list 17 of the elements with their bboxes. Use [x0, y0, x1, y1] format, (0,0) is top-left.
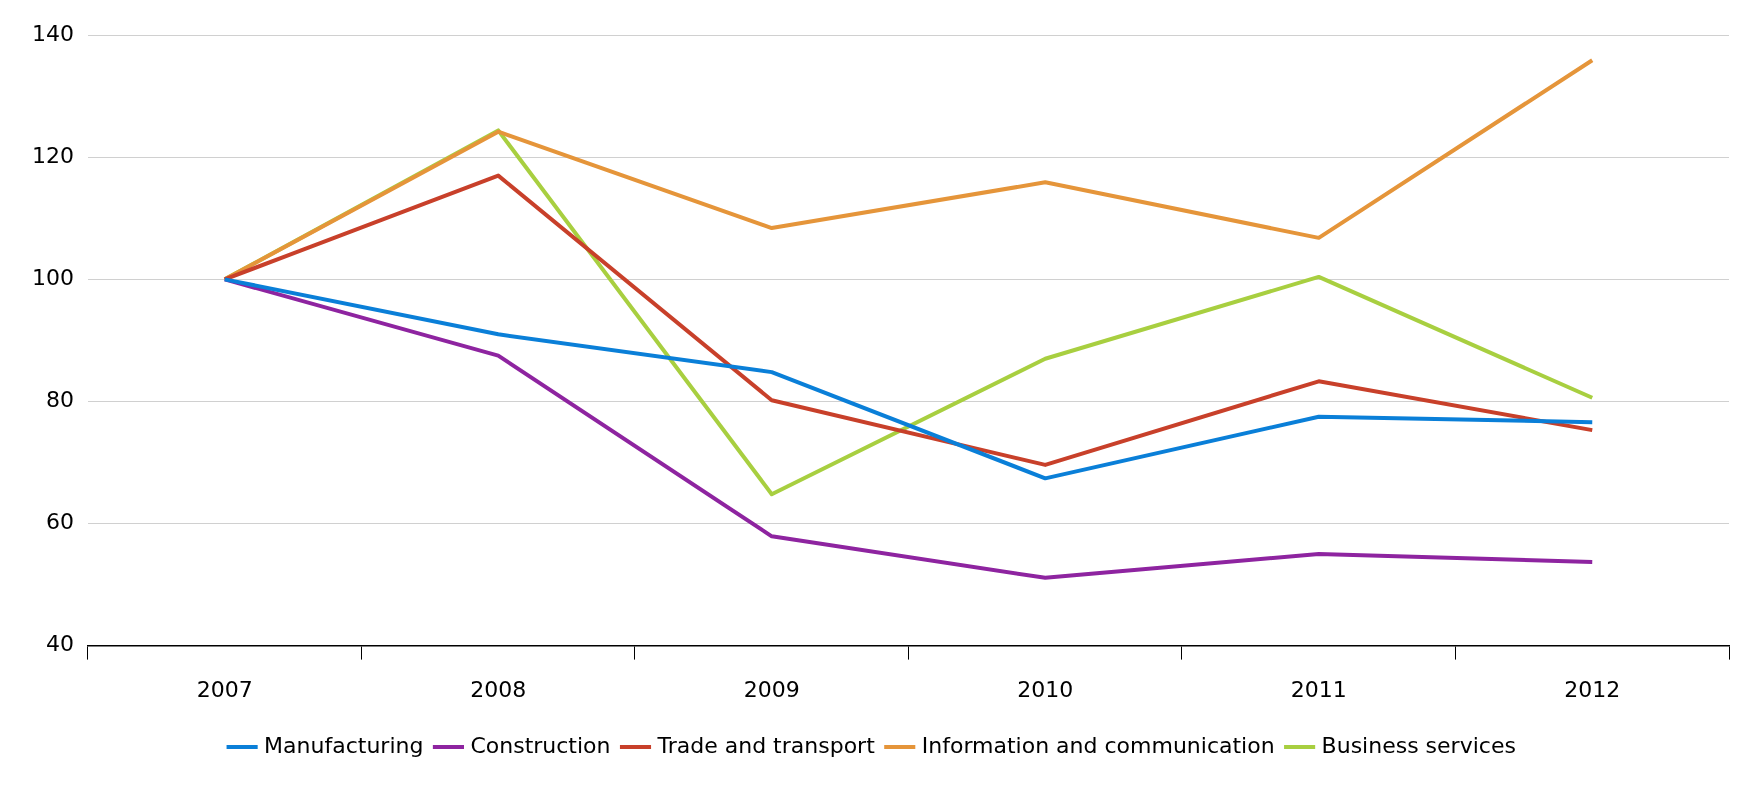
legend-label: Manufacturing [264, 732, 424, 758]
y-tick-label: 120 [31, 143, 74, 168]
y-tick-label: 40 [45, 631, 74, 657]
y-tick-label: 80 [45, 387, 74, 413]
x-tick-label: 2008 [470, 676, 527, 702]
legend-label: Business services [1321, 732, 1516, 758]
x-tick-label: 2010 [1017, 676, 1074, 702]
x-tick-label: 2012 [1564, 676, 1621, 702]
legend-label: Information and communication [921, 732, 1275, 758]
y-tick-label: 140 [31, 20, 74, 46]
legend-label: Trade and transport [656, 732, 876, 758]
x-tick-label: 2011 [1290, 676, 1347, 702]
legend-label: Construction [470, 732, 611, 758]
x-tick-label: 2007 [196, 676, 253, 702]
y-tick-label: 100 [31, 265, 74, 291]
x-tick-label: 2009 [743, 676, 800, 702]
y-tick-label: 60 [45, 509, 74, 535]
